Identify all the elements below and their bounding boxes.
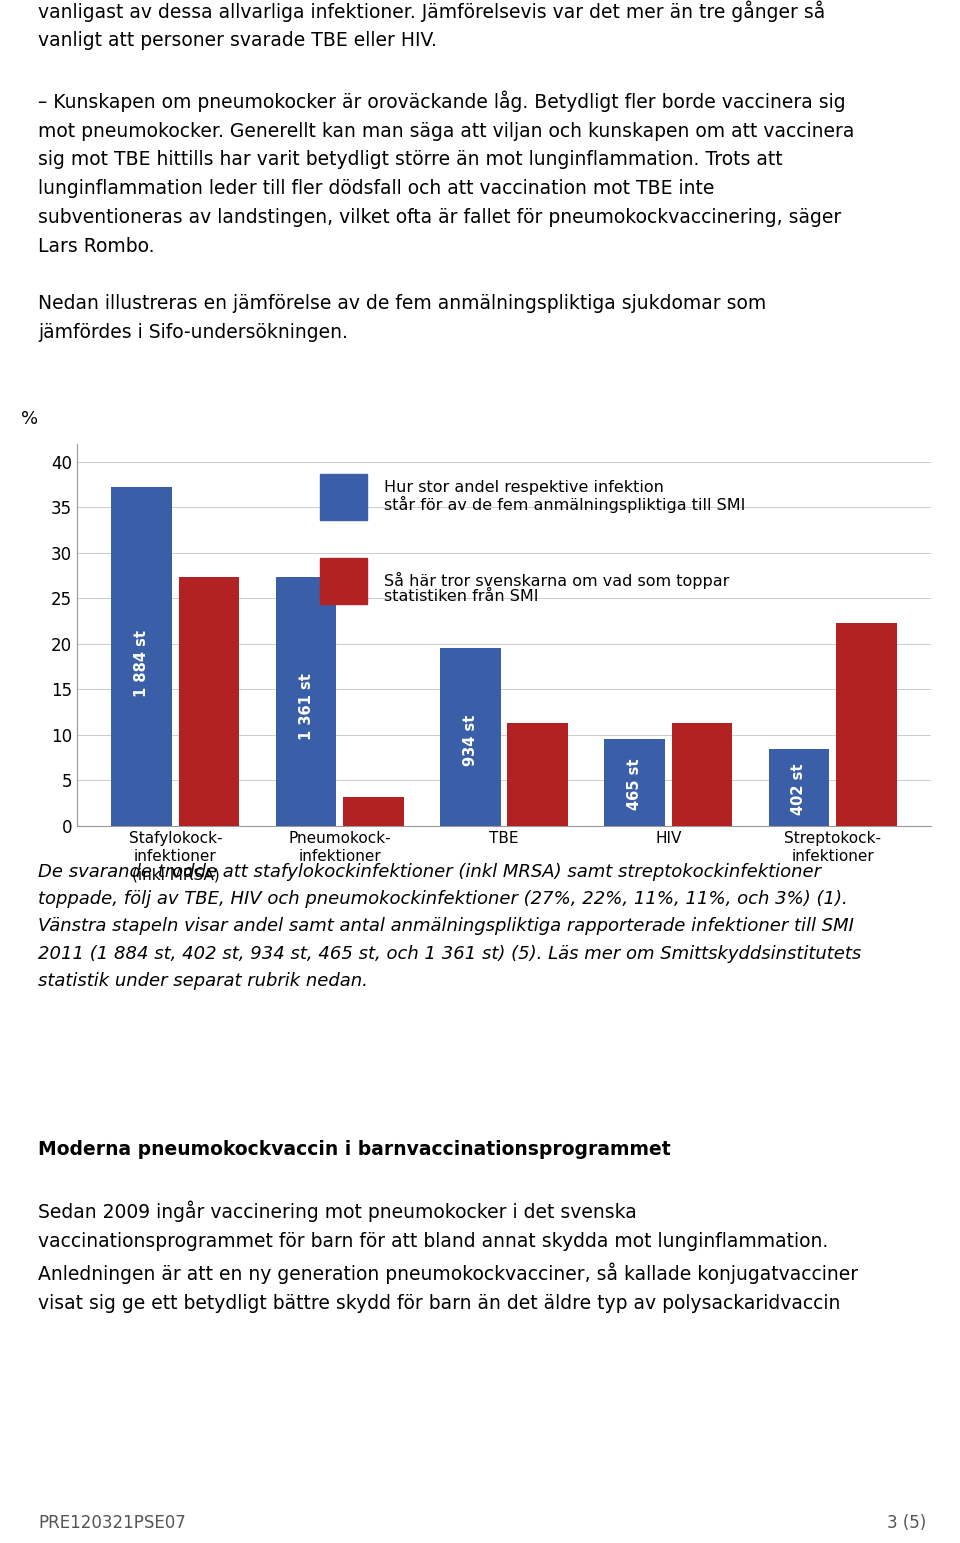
Text: De svarande trodde att stafylokockinfektioner (inkl MRSA) samt streptokockinfekt: De svarande trodde att stafylokockinfekt… (38, 863, 862, 989)
Bar (769, 750, 829, 826)
Bar (321, 474, 368, 520)
Text: 402 st: 402 st (791, 764, 806, 815)
Text: 1 884 st: 1 884 st (134, 630, 149, 697)
Y-axis label: %: % (21, 410, 38, 429)
Bar (672, 722, 732, 826)
Text: Så här tror svenskarna om vad som toppar: Så här tror svenskarna om vad som toppar (384, 572, 730, 589)
Text: Sedan 2009 ingår vaccinering mot pneumokocker i det svenska
vaccinationsprogramm: Sedan 2009 ingår vaccinering mot pneumok… (38, 1200, 858, 1313)
Text: Hur stor andel respektive infektion: Hur stor andel respektive infektion (384, 480, 664, 495)
Text: statistiken från SMI: statistiken från SMI (384, 589, 539, 603)
Bar (343, 796, 404, 826)
Bar (321, 559, 368, 603)
Text: står för av de fem anmälningspliktiga till SMI: står för av de fem anmälningspliktiga ti… (384, 497, 746, 514)
Bar (604, 739, 665, 826)
Bar (440, 648, 501, 826)
Bar (179, 577, 239, 826)
Text: 934 st: 934 st (463, 714, 478, 767)
Bar (507, 722, 568, 826)
Text: Moderna pneumokockvaccin i barnvaccinationsprogrammet: Moderna pneumokockvaccin i barnvaccinati… (38, 1140, 671, 1159)
Bar (836, 623, 897, 826)
Text: 3 (5): 3 (5) (887, 1514, 926, 1532)
Text: 465 st: 465 st (627, 759, 642, 810)
Bar (276, 577, 336, 826)
Bar (111, 488, 172, 826)
Text: PRE120321PSE07: PRE120321PSE07 (38, 1514, 186, 1532)
Text: 1 361 st: 1 361 st (299, 673, 314, 741)
Text: vanligast av dessa allvarliga infektioner. Jämförelsevis var det mer än tre gång: vanligast av dessa allvarliga infektione… (38, 0, 854, 343)
